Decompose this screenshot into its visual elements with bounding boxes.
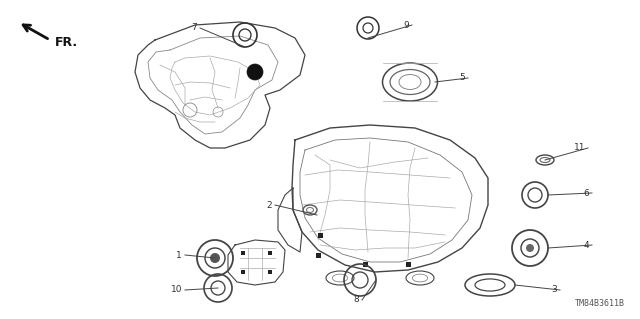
Bar xyxy=(241,251,245,255)
Text: 2: 2 xyxy=(266,201,272,210)
Bar xyxy=(268,270,272,274)
Text: 7: 7 xyxy=(191,24,197,33)
Bar xyxy=(316,253,321,257)
Text: 9: 9 xyxy=(403,20,409,29)
Bar xyxy=(362,262,367,266)
Text: 8: 8 xyxy=(353,295,359,305)
Text: 5: 5 xyxy=(460,73,465,83)
Bar xyxy=(241,270,245,274)
Bar xyxy=(268,251,272,255)
Bar xyxy=(406,262,410,266)
Text: 6: 6 xyxy=(583,189,589,197)
Text: 4: 4 xyxy=(584,241,589,249)
Text: FR.: FR. xyxy=(55,36,78,49)
Bar xyxy=(317,233,323,238)
Text: 11: 11 xyxy=(573,144,585,152)
Circle shape xyxy=(210,253,220,263)
Text: 1: 1 xyxy=(176,250,182,259)
Circle shape xyxy=(526,244,534,252)
Text: TM84B3611B: TM84B3611B xyxy=(575,299,625,308)
Text: 10: 10 xyxy=(170,286,182,294)
Circle shape xyxy=(247,64,263,80)
Text: 3: 3 xyxy=(551,286,557,294)
